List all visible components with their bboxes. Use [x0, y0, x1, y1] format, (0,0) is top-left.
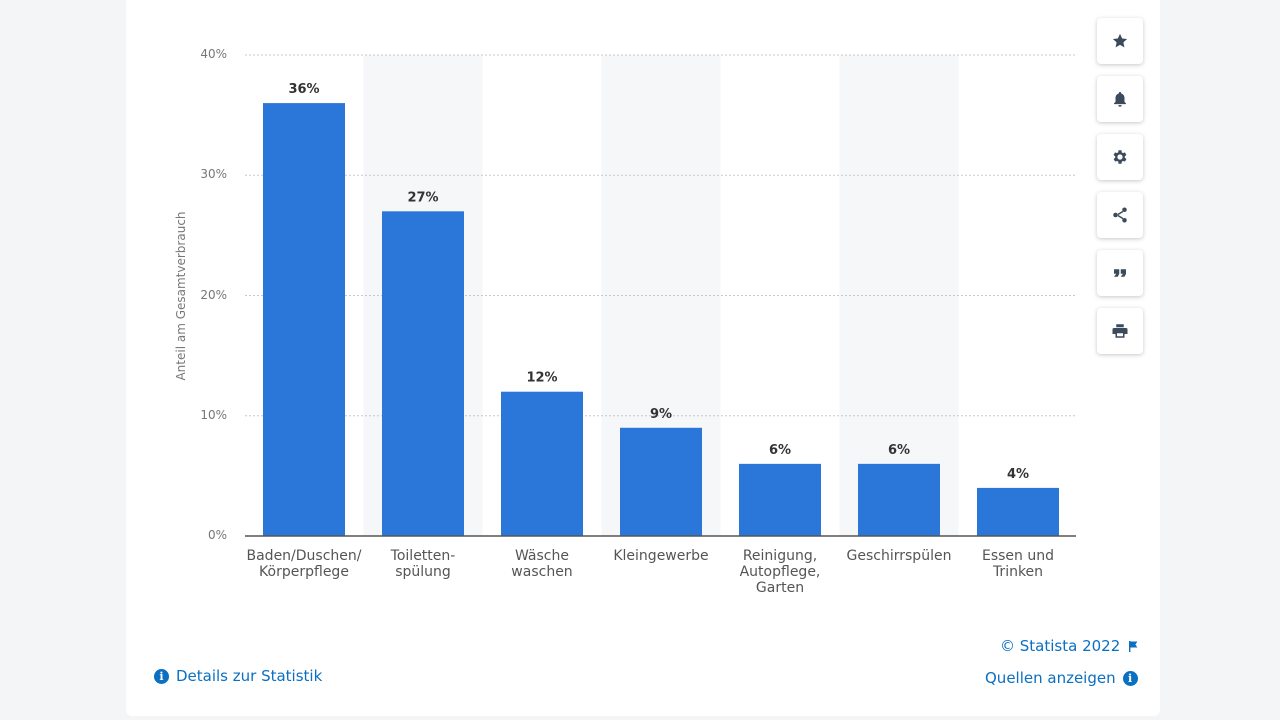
y-axis-label: Anteil am Gesamtverbrauch	[174, 211, 188, 381]
x-tick-label: Geschirrspülen	[829, 548, 969, 564]
share-button[interactable]	[1097, 192, 1143, 238]
data-label: 27%	[407, 190, 438, 205]
favorite-button[interactable]	[1097, 18, 1143, 64]
y-tick-label: 10%	[200, 407, 227, 422]
x-tick-label: Toiletten-spülung	[353, 548, 493, 580]
x-tick-label-line: Wäsche	[514, 548, 569, 564]
details-link[interactable]: i Details zur Statistik	[154, 667, 322, 685]
sources-link-label: Quellen anzeigen	[985, 669, 1116, 687]
x-tick-label-line: Reinigung,	[742, 548, 818, 564]
y-tick-label: 0%	[207, 528, 227, 542]
cite-button[interactable]	[1097, 250, 1143, 296]
bar	[739, 463, 821, 536]
flag-icon	[1129, 640, 1138, 652]
x-tick-label-line: Essen und	[981, 548, 1054, 564]
gear-icon	[1113, 150, 1127, 164]
y-tick-label: 30%	[200, 167, 227, 182]
star-icon	[1112, 33, 1128, 48]
notification-button[interactable]	[1097, 76, 1143, 122]
y-tick-label: 40%	[200, 47, 227, 61]
bell-icon	[1114, 91, 1126, 107]
share-icon	[1113, 207, 1127, 223]
data-label: 6%	[769, 443, 791, 458]
copyright-link[interactable]: © Statista 2022	[1000, 637, 1139, 655]
x-tick-label: Kleingewerbe	[591, 548, 731, 564]
data-label: 4%	[1007, 467, 1029, 482]
sources-link[interactable]: Quellen anzeigen i	[985, 669, 1138, 687]
x-tick-label-line: Toiletten-	[390, 548, 456, 564]
x-tick-label-line: Trinken	[992, 564, 1044, 580]
chart-toolbar	[1097, 18, 1143, 366]
bar	[501, 391, 583, 536]
data-label: 9%	[650, 407, 672, 422]
quote-icon	[1114, 269, 1126, 277]
print-icon	[1112, 324, 1128, 338]
copyright-text: © Statista 2022	[1000, 637, 1121, 655]
bar	[263, 103, 345, 536]
x-tick-label-line: Körperpflege	[259, 564, 349, 580]
bar	[977, 487, 1059, 536]
info-icon: i	[1122, 670, 1138, 686]
data-label: 36%	[288, 82, 319, 97]
x-tick-label-line: Baden/Duschen/	[246, 548, 362, 564]
x-tick-label-line: Autopflege,	[739, 564, 821, 580]
y-tick-label: 20%	[200, 287, 227, 302]
data-label: 6%	[888, 443, 910, 458]
x-tick-label: Baden/Duschen/Körperpflege	[234, 548, 374, 580]
x-tick-label: Reinigung, Autopflege, Garten	[710, 548, 850, 596]
x-tick-label-line: spülung	[395, 564, 451, 580]
bar	[620, 427, 702, 536]
x-tick-label-line: waschen	[511, 564, 573, 580]
details-link-label: Details zur Statistik	[176, 667, 323, 685]
x-tick-label: Wäsche waschen	[472, 548, 612, 580]
settings-button[interactable]	[1097, 134, 1143, 180]
x-tick-label-line: Geschirrspülen	[846, 548, 952, 564]
x-tick-label: Essen und Trinken	[948, 548, 1088, 580]
bar	[382, 211, 464, 536]
data-label: 12%	[526, 371, 557, 386]
x-tick-label-line: Kleingewerbe	[613, 548, 709, 564]
bar	[858, 463, 940, 536]
info-icon: i	[154, 668, 169, 684]
print-button[interactable]	[1097, 308, 1143, 354]
x-tick-label-line: Garten	[755, 580, 805, 596]
